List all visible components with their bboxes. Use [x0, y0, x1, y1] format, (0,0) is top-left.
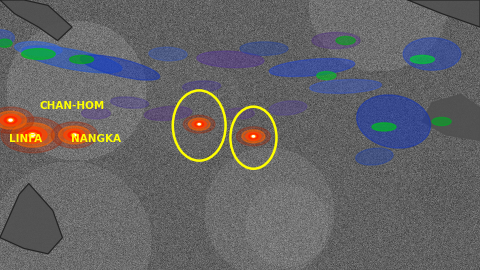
Ellipse shape — [410, 55, 434, 63]
Ellipse shape — [15, 42, 62, 56]
Ellipse shape — [269, 59, 355, 76]
Ellipse shape — [28, 133, 37, 137]
Ellipse shape — [0, 114, 21, 126]
Ellipse shape — [242, 137, 250, 139]
Ellipse shape — [252, 136, 254, 137]
Ellipse shape — [11, 123, 54, 147]
Ellipse shape — [1, 117, 64, 153]
Ellipse shape — [226, 108, 254, 119]
Ellipse shape — [82, 135, 86, 141]
Ellipse shape — [144, 106, 192, 120]
Ellipse shape — [245, 132, 248, 137]
Ellipse shape — [82, 108, 110, 119]
Ellipse shape — [73, 134, 76, 136]
Ellipse shape — [197, 123, 202, 125]
Text: LINFA: LINFA — [9, 134, 42, 144]
Ellipse shape — [64, 129, 85, 141]
Ellipse shape — [0, 107, 34, 133]
Ellipse shape — [246, 132, 261, 141]
Ellipse shape — [16, 127, 22, 135]
Ellipse shape — [18, 127, 47, 143]
Ellipse shape — [192, 120, 206, 128]
Ellipse shape — [43, 135, 49, 143]
Ellipse shape — [0, 111, 26, 129]
Polygon shape — [422, 94, 480, 140]
Ellipse shape — [149, 47, 187, 61]
Ellipse shape — [22, 49, 55, 59]
Ellipse shape — [336, 36, 355, 45]
Ellipse shape — [202, 122, 209, 123]
Text: CHAN-HOM: CHAN-HOM — [39, 101, 105, 111]
Ellipse shape — [182, 81, 221, 92]
Ellipse shape — [198, 124, 200, 125]
Ellipse shape — [51, 122, 97, 148]
Ellipse shape — [357, 95, 431, 148]
Ellipse shape — [39, 130, 53, 133]
Ellipse shape — [0, 122, 6, 124]
Ellipse shape — [110, 97, 149, 108]
Ellipse shape — [15, 116, 25, 119]
Ellipse shape — [432, 117, 451, 126]
Ellipse shape — [0, 30, 14, 46]
Ellipse shape — [24, 130, 41, 140]
Text: NANGKA: NANGKA — [71, 134, 121, 144]
Polygon shape — [408, 0, 480, 27]
Ellipse shape — [356, 148, 393, 165]
Ellipse shape — [259, 136, 262, 140]
Ellipse shape — [31, 134, 35, 136]
Ellipse shape — [191, 120, 194, 124]
Ellipse shape — [310, 79, 382, 93]
Ellipse shape — [242, 130, 265, 143]
Ellipse shape — [251, 135, 256, 138]
Ellipse shape — [204, 124, 207, 128]
Ellipse shape — [80, 55, 160, 80]
Ellipse shape — [403, 38, 461, 70]
Ellipse shape — [18, 120, 23, 126]
Ellipse shape — [70, 55, 94, 63]
Ellipse shape — [79, 131, 89, 133]
Ellipse shape — [183, 115, 215, 133]
Ellipse shape — [68, 131, 81, 139]
Ellipse shape — [195, 122, 204, 127]
Ellipse shape — [71, 133, 78, 137]
Ellipse shape — [22, 46, 122, 73]
Ellipse shape — [312, 32, 360, 49]
Ellipse shape — [372, 123, 396, 131]
Ellipse shape — [4, 117, 17, 124]
Polygon shape — [0, 184, 62, 254]
Ellipse shape — [59, 126, 90, 144]
Ellipse shape — [188, 118, 210, 130]
Ellipse shape — [9, 119, 12, 121]
Ellipse shape — [0, 39, 12, 47]
Ellipse shape — [257, 133, 264, 135]
Ellipse shape — [0, 114, 3, 120]
Ellipse shape — [240, 42, 288, 55]
Polygon shape — [0, 0, 72, 40]
Ellipse shape — [7, 118, 14, 122]
Ellipse shape — [12, 137, 26, 140]
Ellipse shape — [249, 134, 258, 139]
Ellipse shape — [317, 72, 336, 80]
Ellipse shape — [189, 125, 196, 127]
Ellipse shape — [197, 51, 264, 68]
Ellipse shape — [62, 129, 67, 135]
Ellipse shape — [237, 127, 270, 146]
Ellipse shape — [269, 101, 307, 115]
Ellipse shape — [60, 137, 70, 139]
